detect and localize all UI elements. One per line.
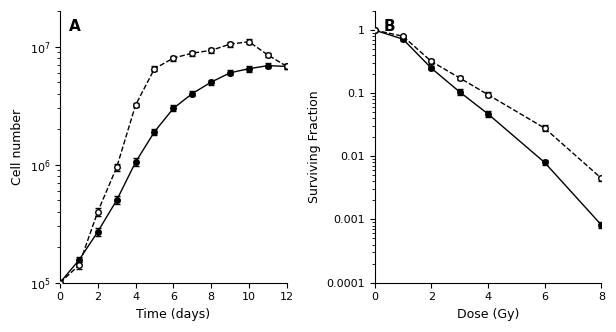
Text: B: B [384,19,395,34]
Y-axis label: Surviving Fraction: Surviving Fraction [308,91,321,203]
X-axis label: Time (days): Time (days) [136,308,211,321]
Y-axis label: Cell number: Cell number [11,109,24,185]
X-axis label: Dose (Gy): Dose (Gy) [457,308,519,321]
Text: A: A [69,19,81,34]
